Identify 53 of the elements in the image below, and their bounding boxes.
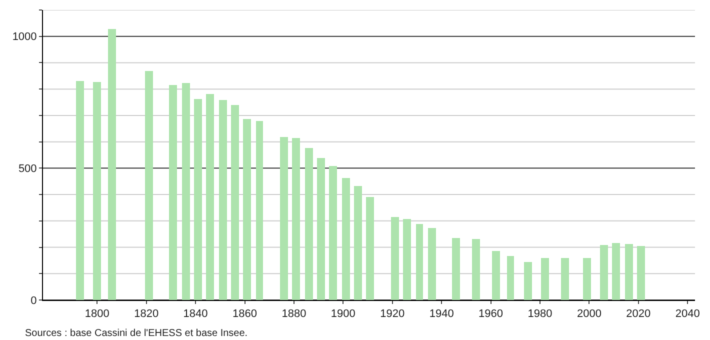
bar (292, 138, 300, 300)
bar (366, 197, 374, 300)
bar (93, 82, 101, 300)
x-tick-label: 1840 (183, 308, 208, 320)
bar (169, 85, 177, 300)
bar (256, 121, 263, 300)
bar (219, 100, 227, 300)
x-tick-label: 1860 (232, 308, 257, 320)
bar (182, 83, 190, 300)
bar (452, 238, 460, 300)
x-tick-label: 1900 (330, 308, 356, 320)
bar (76, 81, 84, 300)
bar (342, 178, 350, 300)
bar (625, 244, 633, 300)
bar (612, 243, 620, 300)
x-tick-label: 1820 (134, 308, 159, 320)
x-tick-label: 2000 (576, 308, 602, 320)
bar (637, 246, 645, 300)
bar (541, 258, 549, 300)
bar (231, 105, 239, 300)
y-tick-label: 1000 (12, 31, 37, 44)
bar (391, 217, 399, 300)
bar (492, 251, 500, 300)
y-tick-label: 500 (18, 163, 37, 176)
bar (317, 158, 325, 300)
bar (561, 258, 569, 300)
x-tick-label: 1940 (429, 308, 454, 320)
bar (329, 166, 337, 300)
bar (194, 99, 202, 300)
x-tick-label: 1880 (282, 308, 306, 320)
x-tick-label: 1800 (84, 308, 110, 320)
bar (280, 137, 288, 300)
bar (416, 224, 423, 300)
bar (206, 94, 214, 300)
bar (145, 71, 153, 300)
source-note: Sources : base Cassini de l'EHESS et base Insee. (25, 328, 248, 339)
bar (524, 262, 532, 300)
x-tick-label: 1980 (528, 308, 552, 320)
bar (403, 219, 411, 300)
y-tick-label: 0 (30, 294, 37, 307)
x-tick-label: 2040 (675, 308, 700, 320)
bar (583, 258, 591, 300)
bar (108, 29, 116, 300)
x-tick-label: 1960 (478, 308, 504, 320)
bar (243, 119, 251, 300)
bar (600, 245, 608, 300)
bar (472, 239, 480, 300)
bar (354, 186, 362, 300)
x-tick-label: 2020 (626, 308, 651, 320)
bar (305, 148, 313, 300)
bar (507, 256, 514, 300)
bar (428, 228, 436, 300)
x-tick-label: 1920 (380, 308, 405, 320)
